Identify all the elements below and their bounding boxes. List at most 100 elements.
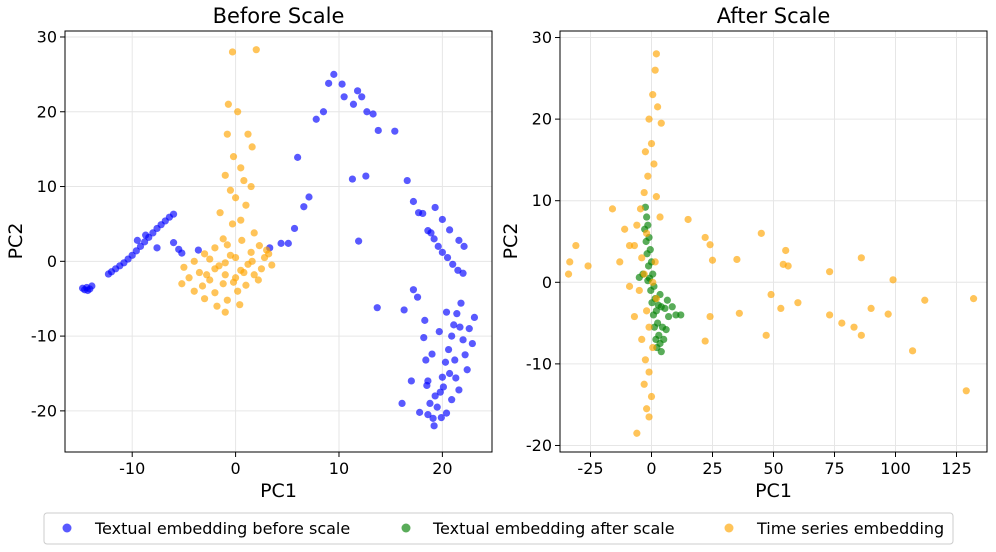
point-textual-embedding-before-scale: [421, 316, 429, 324]
point-time-series-embedding: [228, 48, 237, 56]
point-textual-embedding-before-scale: [398, 399, 406, 407]
point-textual-embedding-after-scale: [658, 323, 667, 331]
point-time-series-embedding: [221, 271, 229, 279]
y-tick-label: -20: [526, 436, 552, 455]
point-textual-embedding-before-scale: [409, 197, 418, 206]
point-textual-embedding-before-scale: [468, 339, 476, 348]
point-time-series-embedding: [250, 271, 258, 279]
point-textual-embedding-before-scale: [362, 172, 370, 180]
point-textual-embedding-before-scale: [441, 358, 450, 366]
point-time-series-embedding: [636, 205, 645, 213]
y-tick-label: -10: [31, 327, 57, 346]
point-time-series-embedding: [226, 186, 235, 194]
point-time-series-embedding: [229, 153, 238, 161]
point-time-series-embedding: [767, 290, 775, 299]
point-time-series-embedding: [735, 309, 743, 317]
point-time-series-embedding: [236, 301, 244, 309]
point-time-series-embedding: [584, 262, 592, 270]
point-textual-embedding-before-scale: [424, 411, 432, 419]
point-time-series-embedding: [969, 295, 978, 303]
legend-box: [43, 512, 954, 545]
point-time-series-embedding: [641, 148, 650, 156]
point-time-series-embedding: [219, 280, 227, 288]
x-tick-label: 25: [702, 459, 722, 478]
point-textual-embedding-before-scale: [348, 175, 357, 183]
point-time-series-embedding: [223, 296, 231, 304]
point-textual-embedding-before-scale: [423, 381, 431, 390]
point-time-series-embedding: [647, 392, 656, 401]
point-time-series-embedding: [784, 262, 792, 270]
x-tick-label: 125: [941, 459, 972, 478]
point-textual-embedding-after-scale: [664, 312, 673, 321]
grid: [560, 31, 987, 452]
point-textual-embedding-before-scale: [459, 336, 467, 344]
point-textual-embedding-after-scale: [654, 301, 662, 309]
y-tick-label: 30: [37, 27, 57, 46]
point-time-series-embedding: [238, 236, 246, 244]
point-textual-embedding-before-scale: [325, 79, 333, 87]
point-textual-embedding-after-scale: [643, 213, 651, 221]
point-time-series-embedding: [640, 188, 648, 197]
point-textual-embedding-after-scale: [677, 311, 685, 319]
point-textual-embedding-before-scale: [169, 239, 178, 247]
point-time-series-embedding: [857, 254, 865, 262]
point-time-series-embedding: [566, 258, 574, 266]
point-time-series-embedding: [219, 235, 227, 243]
point-textual-embedding-after-scale: [663, 296, 671, 304]
legend-marker-textual-after: [401, 523, 411, 533]
point-time-series-embedding: [777, 304, 785, 313]
point-time-series-embedding: [226, 251, 235, 259]
point-textual-embedding-before-scale: [358, 93, 366, 101]
point-time-series-embedding: [247, 182, 255, 191]
grid: [65, 31, 492, 452]
point-textual-embedding-before-scale: [453, 310, 461, 318]
point-textual-embedding-before-scale: [312, 115, 320, 123]
point-time-series-embedding: [178, 280, 186, 288]
point-textual-embedding-before-scale: [133, 236, 141, 244]
point-time-series-embedding: [640, 270, 648, 278]
point-time-series-embedding: [224, 100, 232, 108]
point-textual-embedding-before-scale: [449, 260, 457, 268]
point-textual-embedding-before-scale: [438, 215, 446, 224]
point-time-series-embedding: [867, 304, 875, 313]
point-time-series-embedding: [216, 209, 224, 217]
point-textual-embedding-before-scale: [340, 93, 348, 101]
point-textual-embedding-before-scale: [419, 209, 427, 218]
point-time-series-embedding: [645, 323, 653, 331]
point-textual-embedding-before-scale: [446, 226, 454, 234]
point-time-series-embedding: [257, 265, 266, 273]
point-time-series-embedding: [234, 108, 242, 116]
point-textual-embedding-after-scale: [649, 311, 658, 319]
point-textual-embedding-before-scale: [277, 239, 285, 247]
point-textual-embedding-before-scale: [300, 203, 308, 211]
point-textual-embedding-before-scale: [338, 80, 346, 88]
point-textual-embedding-before-scale: [428, 350, 436, 358]
point-textual-embedding-before-scale: [420, 333, 428, 342]
point-textual-embedding-before-scale: [431, 203, 439, 212]
point-textual-embedding-before-scale: [438, 373, 446, 381]
point-time-series-embedding: [643, 307, 651, 315]
y-tick-label: 20: [37, 102, 57, 121]
point-time-series-embedding: [630, 312, 639, 321]
point-time-series-embedding: [633, 429, 641, 437]
point-time-series-embedding: [223, 130, 231, 138]
point-textual-embedding-before-scale: [409, 286, 418, 294]
point-textual-embedding-after-scale: [643, 250, 651, 258]
before-scale-panel: -10 0 10 20 -20 -10 0 10 20 30 Before Scale PC1 P…: [5, 4, 493, 502]
point-textual-embedding-before-scale: [284, 239, 292, 247]
point-textual-embedding-before-scale: [437, 414, 445, 422]
point-time-series-embedding: [244, 130, 252, 138]
x-tick-label: 50: [763, 459, 783, 478]
legend-label-textual-before: Textual embedding before scale: [94, 519, 350, 538]
point-time-series-embedding: [572, 241, 580, 250]
point-time-series-embedding: [195, 268, 204, 277]
point-time-series-embedding: [240, 268, 248, 277]
point-textual-embedding-before-scale: [438, 248, 446, 256]
point-textual-embedding-before-scale: [355, 237, 363, 245]
x-axis-label: PC1: [260, 480, 297, 502]
point-time-series-embedding: [650, 160, 658, 168]
point-time-series-embedding: [701, 233, 709, 242]
point-time-series-embedding: [213, 302, 221, 310]
point-textual-embedding-before-scale: [463, 366, 471, 374]
legend-marker-time-series: [724, 523, 734, 533]
